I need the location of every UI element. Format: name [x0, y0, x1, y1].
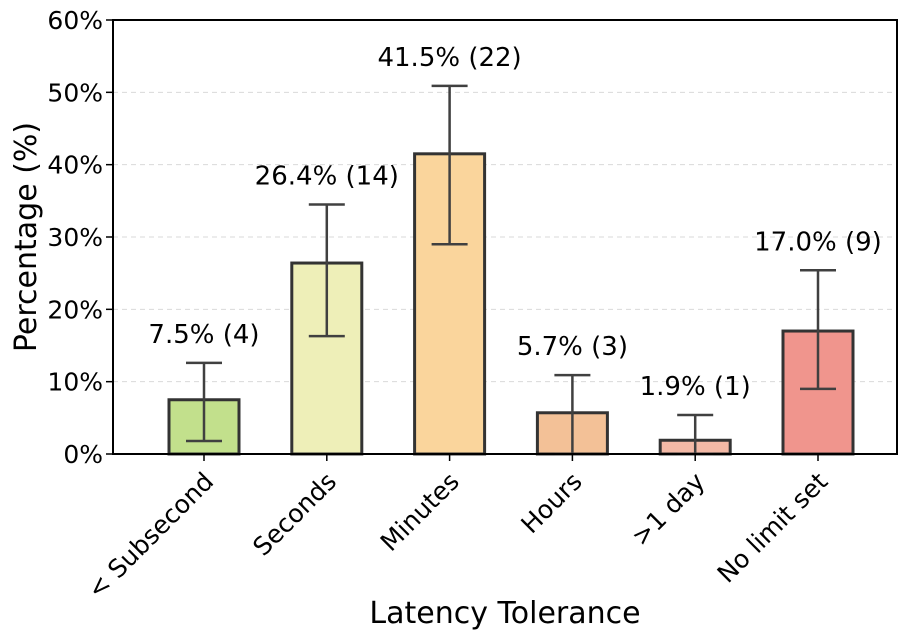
x-tick-label: Seconds [247, 467, 342, 562]
y-tick-label: 30% [47, 223, 103, 252]
x-tick-label: >1 day [626, 467, 711, 552]
y-tick-label: 0% [63, 440, 103, 469]
y-tick-label: 20% [47, 295, 103, 324]
x-axis-ticks: < Subsecond Seconds Minutes Hours >1 day No l… [82, 454, 834, 605]
data-label: 17.0% (9) [754, 227, 882, 257]
x-tick-label: < Subsecond [82, 467, 220, 605]
y-tick-label: 40% [47, 151, 103, 180]
gridlines [113, 91, 897, 383]
bars [167, 152, 855, 456]
x-tick-label: Minutes [375, 467, 465, 557]
y-axis-ticks: 0% 10% 20% 30% 40% 50% 60% [47, 6, 113, 469]
data-label: 5.7% (3) [517, 332, 628, 362]
y-tick-label: 10% [47, 368, 103, 397]
y-tick-label: 60% [47, 6, 103, 35]
data-label: 7.5% (4) [148, 320, 259, 350]
data-label: 41.5% (22) [377, 43, 521, 73]
y-tick-label: 50% [47, 78, 103, 107]
data-label: 1.9% (1) [640, 372, 751, 402]
x-axis-title: Latency Tolerance [369, 596, 640, 631]
data-labels: 7.5% (4) 26.4% (14) 41.5% (22) 5.7% (3) 1.9%… [148, 43, 881, 402]
x-tick-label: Hours [515, 467, 587, 539]
data-label: 26.4% (14) [255, 161, 399, 191]
error-bars [186, 84, 836, 456]
y-axis-title: Percentage (%) [9, 122, 44, 352]
x-tick-label: No limit set [712, 467, 834, 589]
